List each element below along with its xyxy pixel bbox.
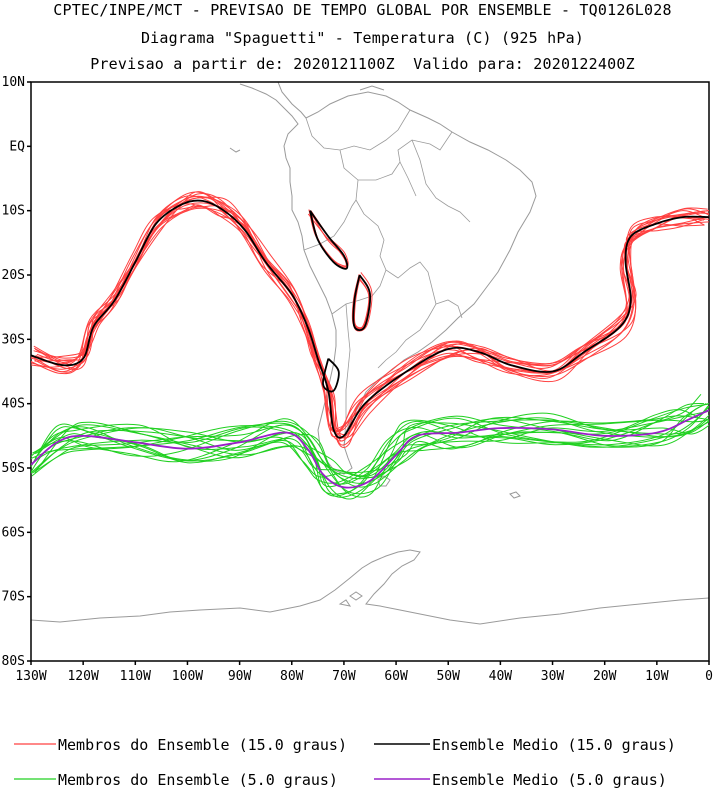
longitude-axis: 130W 120W 110W 100W 90W 80W 70W 60W 50W 40W 30W 20W…	[15, 661, 713, 684]
isotherm-5-member	[31, 412, 709, 480]
lat-tick-label: 60S	[2, 525, 25, 540]
lat-tick-label: 20S	[2, 268, 25, 283]
lat-tick-label: 70S	[2, 590, 25, 605]
isotherm-5-member	[37, 414, 709, 495]
isotherm-15-member	[31, 202, 709, 433]
isotherm-5-member	[31, 402, 705, 488]
isotherm-15-member	[31, 193, 709, 433]
lon-tick-label: 60W	[384, 669, 408, 684]
isotherm-15-ensemble-mean-andes-loop	[322, 357, 340, 393]
lon-tick-label: 10W	[645, 669, 669, 684]
legend-label-member-5: Membros do Ensemble (5.0 graus)	[58, 771, 338, 789]
lon-tick-label: 50W	[436, 669, 460, 684]
plot-frame	[30, 81, 710, 662]
isotherm-5-member	[34, 417, 709, 488]
latitude-axis: 10N EQ 10S 20S 30S 40S 50S 60S 70S 80S	[2, 75, 31, 669]
legend-label-member-15: Membros do Ensemble (15.0 graus)	[58, 736, 347, 754]
isotherm-15-member	[31, 205, 709, 439]
lat-tick-label: EQ	[9, 139, 25, 154]
map-geography	[31, 82, 709, 625]
legend-label-mean-15: Ensemble Medio (15.0 graus)	[432, 736, 676, 754]
isotherm-5-member	[32, 410, 709, 478]
lon-tick-label: 0	[705, 669, 713, 684]
lat-tick-label: 80S	[2, 654, 25, 669]
isotherm-5-member	[32, 405, 709, 498]
lon-tick-label: 70W	[332, 669, 356, 684]
lat-tick-label: 50S	[2, 461, 25, 476]
lat-tick-label: 10S	[2, 204, 25, 219]
isotherm-15-member	[34, 196, 708, 430]
lon-tick-label: 90W	[228, 669, 252, 684]
antarctica-coastline	[31, 549, 709, 625]
isotherm-15-ensemble-mean-andes-loop	[352, 274, 372, 331]
isotherm-5-member	[34, 416, 709, 478]
lon-tick-label: 40W	[489, 669, 513, 684]
antarctic-peninsula-islands	[338, 591, 363, 607]
lat-tick-label: 30S	[2, 332, 25, 347]
lon-tick-label: 80W	[280, 669, 304, 684]
lon-tick-label: 20W	[593, 669, 617, 684]
lat-tick-label: 40S	[2, 397, 25, 412]
isotherm-5-member	[34, 419, 709, 474]
isotherm-15-member	[33, 191, 709, 442]
isotherm-15-member	[31, 204, 709, 438]
isotherm-lines	[31, 191, 709, 500]
isotherm-15-ensemble-mean-andes-loop	[309, 210, 349, 270]
lat-tick-label: 10N	[2, 75, 25, 90]
lon-tick-label: 110W	[120, 669, 151, 684]
chart-title-line-1: CPTEC/INPE/MCT - PREVISAO DE TEMPO GLOBA…	[53, 1, 672, 19]
lon-tick-label: 30W	[541, 669, 565, 684]
legend: Membros do Ensemble (15.0 graus) Ensembl…	[14, 736, 676, 789]
south-georgia	[509, 491, 521, 499]
isotherm-5-member	[31, 393, 702, 497]
country-borders	[303, 109, 471, 447]
legend-label-mean-5: Ensemble Medio (5.0 graus)	[432, 771, 667, 789]
lon-tick-label: 130W	[15, 669, 46, 684]
lon-tick-label: 100W	[172, 669, 203, 684]
lon-tick-label: 120W	[67, 669, 98, 684]
isotherm-15-member	[34, 195, 705, 448]
isotherm-15-member-andes-loop	[307, 212, 348, 267]
caribbean-islands	[229, 85, 385, 153]
isotherm-15-ensemble-mean	[31, 199, 709, 439]
chart-title-line-3: Previsao a partir de: 2020121100Z Valido…	[90, 55, 635, 73]
isotherm-5-member	[35, 418, 709, 484]
isotherm-15-member	[31, 197, 709, 431]
isotherm-5-ensemble-mean	[31, 409, 709, 489]
chart-title-line-2: Diagrama "Spaguetti" - Temperatura (C) (…	[140, 29, 585, 47]
falkland-islands	[377, 475, 391, 487]
